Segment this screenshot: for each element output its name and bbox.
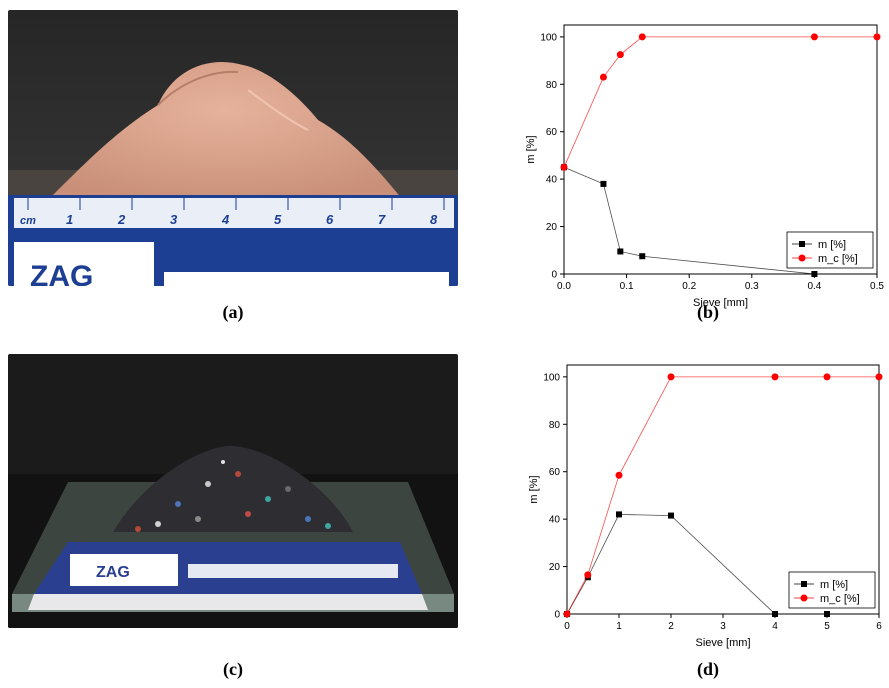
series-line-m: [566, 513, 827, 615]
data-point-m-c: [599, 73, 607, 81]
caption-d: (d): [697, 659, 719, 679]
x-tick-label: 0.3: [745, 281, 759, 292]
y-tick-label: 40: [546, 175, 558, 186]
x-tick-label: 0.1: [620, 281, 634, 292]
y-tick-label: 0: [554, 610, 560, 621]
data-point-m: [811, 271, 818, 277]
ruler-number: 7: [378, 212, 386, 227]
y-tick-label: 20: [546, 222, 558, 233]
caption-c: (c): [223, 659, 243, 679]
granulate-pile: [113, 445, 353, 532]
y-tick-label: 0: [551, 270, 557, 281]
zag-logo: ZAG: [96, 564, 130, 581]
x-tick-label: 2: [668, 621, 674, 632]
data-point-m: [668, 512, 674, 519]
photo-c-drawing: ZAG: [8, 354, 458, 628]
data-point-m-c: [771, 373, 779, 381]
y-tick-label: 100: [543, 372, 560, 383]
legend-label: m_c [%]: [818, 253, 858, 265]
y-tick-label: 80: [546, 80, 558, 91]
ruler-number: 5: [274, 212, 282, 227]
legend-label: m [%]: [818, 239, 846, 251]
data-point-m: [617, 248, 624, 255]
data-point-m-c: [810, 33, 818, 41]
ruler-number: 3: [170, 212, 178, 227]
x-axis-label: Sieve [mm]: [693, 297, 748, 309]
x-tick-label: 0.5: [870, 281, 884, 292]
y-tick-label: 60: [549, 467, 561, 478]
data-point-m: [639, 253, 646, 260]
y-tick-label: 80: [549, 420, 561, 431]
x-tick-label: 0.4: [807, 281, 821, 292]
x-tick-label: 5: [824, 621, 830, 632]
data-point-m-c: [563, 610, 571, 618]
caption-b: (b): [697, 302, 719, 322]
photo-c: ZAG: [8, 354, 458, 628]
plot-frame: [563, 24, 878, 275]
x-axis-label: Sieve [mm]: [695, 637, 750, 649]
x-tick-label: 1: [616, 621, 622, 632]
photo-a-drawing: cm 1 2 3 4 5 6 7 8 ZAG: [8, 10, 458, 286]
chart-b: 0.0 0.1 0.2 0.3 0.4 0.5 0 20 40 60 80 100 Sieve [mm]…: [525, 24, 884, 309]
data-point-m-c: [616, 51, 624, 59]
series-line-m-c: [563, 36, 877, 168]
x-tick-label: 0.0: [557, 281, 571, 292]
x-tick-label: 4: [772, 621, 778, 632]
data-point-m-c: [615, 471, 623, 479]
data-point-m-c: [560, 163, 568, 171]
data-point-m-c: [875, 373, 883, 381]
y-tick-label: 60: [546, 127, 558, 138]
ruler-number: 4: [221, 212, 230, 227]
powder-pile: [48, 61, 403, 200]
data-point-m-c: [873, 33, 881, 41]
data-point-m-c: [823, 373, 831, 381]
data-point-m-c: [584, 571, 592, 579]
x-tick-label: 3: [720, 621, 726, 632]
ruler-unit: cm: [20, 215, 36, 227]
x-tick-label: 0.2: [682, 281, 696, 292]
photo-a: cm 1 2 3 4 5 6 7 8 ZAG: [8, 10, 458, 286]
legend-marker: [798, 254, 806, 262]
data-point-m-c: [638, 33, 646, 41]
legend-marker: [801, 581, 807, 587]
zag-logo: ZAG: [30, 260, 93, 286]
data-point-m: [616, 511, 622, 518]
data-point-m-c: [667, 373, 675, 381]
legend-label: m [%]: [820, 579, 848, 591]
y-axis-label: m [%]: [525, 135, 537, 163]
x-tick-label: 6: [876, 621, 882, 632]
caption-a: (a): [222, 302, 244, 322]
legend-box: [788, 571, 876, 609]
ruler-number: 2: [117, 212, 126, 227]
legend-marker: [800, 594, 808, 602]
y-tick-label: 20: [549, 562, 561, 573]
legend-box: [786, 231, 874, 269]
legend-marker: [799, 241, 805, 247]
ruler-number: 8: [430, 212, 438, 227]
data-point-m: [772, 611, 778, 617]
y-axis-label: m [%]: [528, 475, 540, 503]
data-point-m: [600, 180, 607, 187]
ruler-number: 6: [326, 212, 334, 227]
y-tick-label: 40: [549, 515, 561, 526]
ruler-number: 1: [66, 212, 73, 227]
y-tick-label: 100: [540, 32, 557, 43]
x-tick-label: 0: [564, 621, 570, 632]
legend-label: m_c [%]: [820, 593, 860, 605]
data-point-m: [824, 611, 830, 617]
